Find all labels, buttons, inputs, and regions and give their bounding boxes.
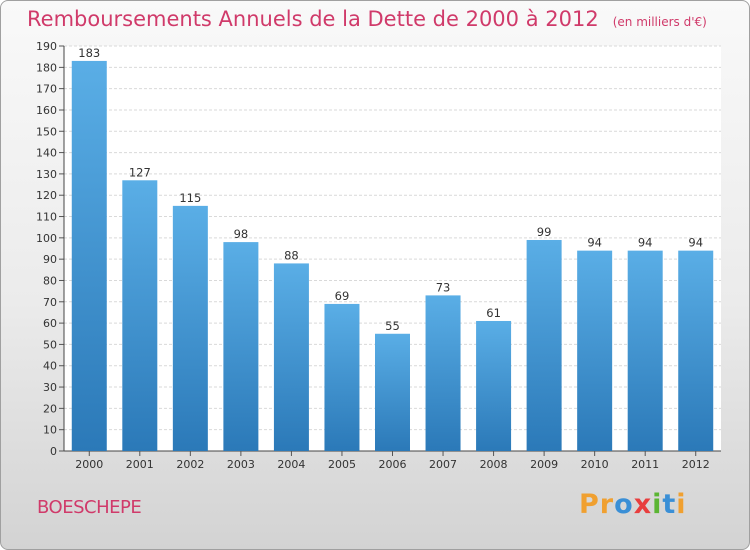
data-label: 94 [688, 236, 703, 250]
y-tick-label: 170 [36, 83, 57, 96]
y-tick-label: 110 [36, 211, 57, 224]
logo-letter: o [614, 489, 634, 520]
y-tick-label: 130 [36, 168, 57, 181]
bar [526, 239, 562, 451]
data-label: 55 [385, 319, 400, 333]
x-tick-label: 2005 [328, 458, 356, 471]
chart-title-line: Remboursements Annuels de la Dette de 20… [27, 7, 707, 31]
y-tick-label: 50 [43, 338, 57, 351]
bar [122, 180, 158, 451]
x-tick-label: 2009 [530, 458, 558, 471]
logo-letter: t [662, 489, 677, 520]
bar [273, 263, 309, 451]
y-tick-label: 180 [36, 61, 57, 74]
logo-letter: i [652, 489, 663, 520]
x-tick-label: 2000 [75, 458, 103, 471]
logo-letter: r [599, 489, 615, 520]
logo-letter: i [676, 489, 687, 520]
x-tick-label: 2002 [176, 458, 204, 471]
bar [223, 242, 259, 451]
data-label: 61 [486, 306, 501, 320]
y-tick-label: 80 [43, 274, 57, 287]
data-label: 73 [436, 280, 451, 294]
bar [425, 295, 461, 451]
y-tick-label: 60 [43, 317, 57, 330]
bar [678, 250, 714, 451]
data-label: 88 [284, 248, 299, 262]
bar [577, 250, 613, 451]
y-tick-label: 160 [36, 104, 57, 117]
x-tick-label: 2003 [227, 458, 255, 471]
x-tick-label: 2007 [429, 458, 457, 471]
y-tick-label: 190 [36, 40, 57, 53]
bar [375, 333, 410, 451]
data-label: 94 [587, 236, 602, 250]
data-label: 99 [537, 225, 552, 239]
x-tick-label: 2010 [581, 458, 609, 471]
logo-letter: x [633, 489, 653, 520]
x-tick-label: 2004 [277, 458, 305, 471]
bar [71, 60, 107, 451]
x-tick-label: 2008 [480, 458, 508, 471]
data-label: 98 [234, 227, 249, 241]
y-tick-label: 150 [36, 125, 57, 138]
chart-subtitle: (en milliers d'€) [612, 15, 707, 29]
y-tick-label: 120 [36, 189, 57, 202]
data-label: 69 [335, 289, 350, 303]
y-tick-label: 20 [43, 402, 57, 415]
y-tick-label: 0 [50, 445, 57, 458]
bar [324, 303, 360, 451]
bar [476, 320, 512, 451]
x-tick-label: 2011 [631, 458, 659, 471]
y-tick-label: 40 [43, 360, 57, 373]
data-label: 115 [179, 191, 201, 205]
bar [172, 205, 208, 451]
proxiti-logo: Proxiti [579, 489, 687, 520]
data-label: 94 [638, 236, 653, 250]
y-tick-label: 30 [43, 381, 57, 394]
commune-name: BOESCHEPE [37, 497, 142, 518]
y-tick-label: 140 [36, 147, 57, 160]
y-tick-label: 100 [36, 232, 57, 245]
logo-letter: P [579, 489, 600, 520]
data-label: 127 [129, 165, 151, 179]
x-tick-label: 2001 [126, 458, 154, 471]
x-tick-label: 2006 [379, 458, 407, 471]
y-tick-label: 90 [43, 253, 57, 266]
y-tick-label: 10 [43, 424, 57, 437]
y-tick-label: 70 [43, 296, 57, 309]
data-label: 183 [78, 46, 100, 60]
bar [627, 250, 663, 451]
chart-title: Remboursements Annuels de la Dette de 20… [27, 7, 599, 31]
x-tick-label: 2012 [682, 458, 710, 471]
